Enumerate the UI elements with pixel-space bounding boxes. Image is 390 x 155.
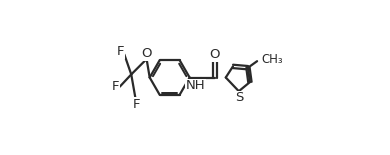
Text: F: F — [112, 80, 119, 93]
Text: CH₃: CH₃ — [261, 53, 283, 66]
Text: S: S — [235, 91, 243, 104]
Text: O: O — [209, 48, 220, 61]
Text: F: F — [117, 45, 125, 58]
Text: F: F — [133, 98, 140, 111]
Text: O: O — [142, 47, 152, 60]
Text: NH: NH — [186, 80, 205, 92]
